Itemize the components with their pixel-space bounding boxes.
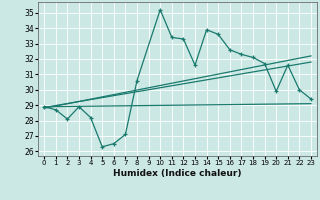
X-axis label: Humidex (Indice chaleur): Humidex (Indice chaleur) (113, 169, 242, 178)
